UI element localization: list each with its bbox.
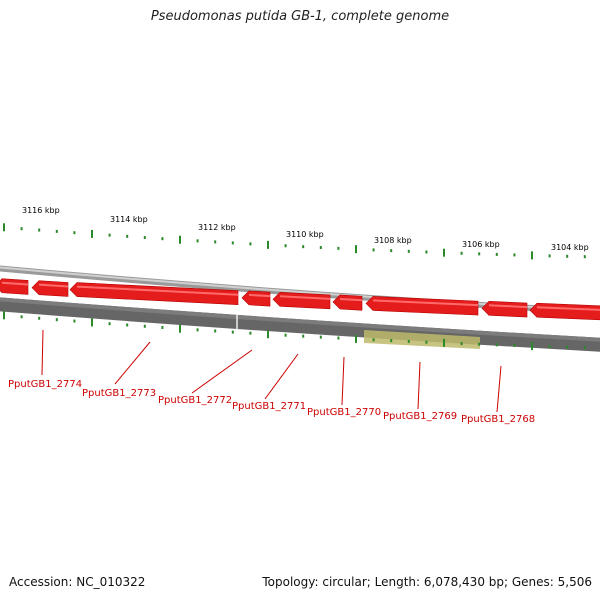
gene-arrow[interactable] xyxy=(529,302,600,321)
kbp-label: 3106 kbp xyxy=(462,240,500,249)
accession-text: Accession: NC_010322 xyxy=(9,575,146,589)
gene-arrow-highlight xyxy=(76,285,239,296)
lower-track-shade xyxy=(0,297,600,342)
kbp-labels: 3116 kbp 3114 kbp 3112 kbp 3110 kbp 3108… xyxy=(22,206,589,252)
map-title: Pseudomonas putida GB-1, complete genome xyxy=(150,9,450,24)
scale-ticks-top xyxy=(3,223,586,260)
gene-arrow-highlight xyxy=(248,293,271,298)
kbp-label: 3108 kbp xyxy=(374,236,412,245)
gene-label[interactable]: PputGB1_2773 xyxy=(82,388,156,399)
highlight-region[interactable] xyxy=(364,330,480,349)
gene-arrows[interactable] xyxy=(0,278,600,321)
gene-labels: PputGB1_2774 PputGB1_2773 PputGB1_2772 P… xyxy=(8,379,535,425)
scale-ticks-bottom xyxy=(3,311,586,351)
gene-arrow-highlight xyxy=(488,304,528,309)
gene-arrow-highlight xyxy=(536,306,600,311)
kbp-label: 3114 kbp xyxy=(110,215,148,224)
gene-leaders xyxy=(41,329,502,413)
gene-arrow[interactable] xyxy=(332,294,363,311)
gene-arrow-highlight xyxy=(372,299,479,307)
gene-arrow[interactable] xyxy=(365,296,479,316)
gene-arrow[interactable] xyxy=(272,291,331,310)
kbp-label: 3104 kbp xyxy=(551,243,589,252)
gene-arrow[interactable] xyxy=(31,280,69,297)
gene-label[interactable]: PputGB1_2768 xyxy=(461,414,535,425)
gene-arrow[interactable] xyxy=(0,278,29,295)
gene-label[interactable]: PputGB1_2774 xyxy=(8,379,82,390)
kbp-label: 3112 kbp xyxy=(198,223,236,232)
gene-arrow-highlight xyxy=(279,295,331,300)
gene-label[interactable]: PputGB1_2770 xyxy=(307,407,381,418)
gene-arrow-highlight xyxy=(339,297,363,302)
gene-label[interactable]: PputGB1_2772 xyxy=(158,395,232,406)
kbp-label: 3116 kbp xyxy=(22,206,60,215)
gene-label[interactable]: PputGB1_2771 xyxy=(232,401,306,412)
gene-arrow[interactable] xyxy=(481,300,528,318)
gene-arrow[interactable] xyxy=(241,290,271,307)
gene-arrow-highlight xyxy=(38,283,69,288)
genome-stats-text: Topology: circular; Length: 6,078,430 bp… xyxy=(262,575,592,589)
lower-track xyxy=(0,297,600,352)
gene-arrow-highlight xyxy=(1,281,29,286)
gene-label[interactable]: PputGB1_2769 xyxy=(383,411,457,422)
kbp-label: 3110 kbp xyxy=(286,230,324,239)
